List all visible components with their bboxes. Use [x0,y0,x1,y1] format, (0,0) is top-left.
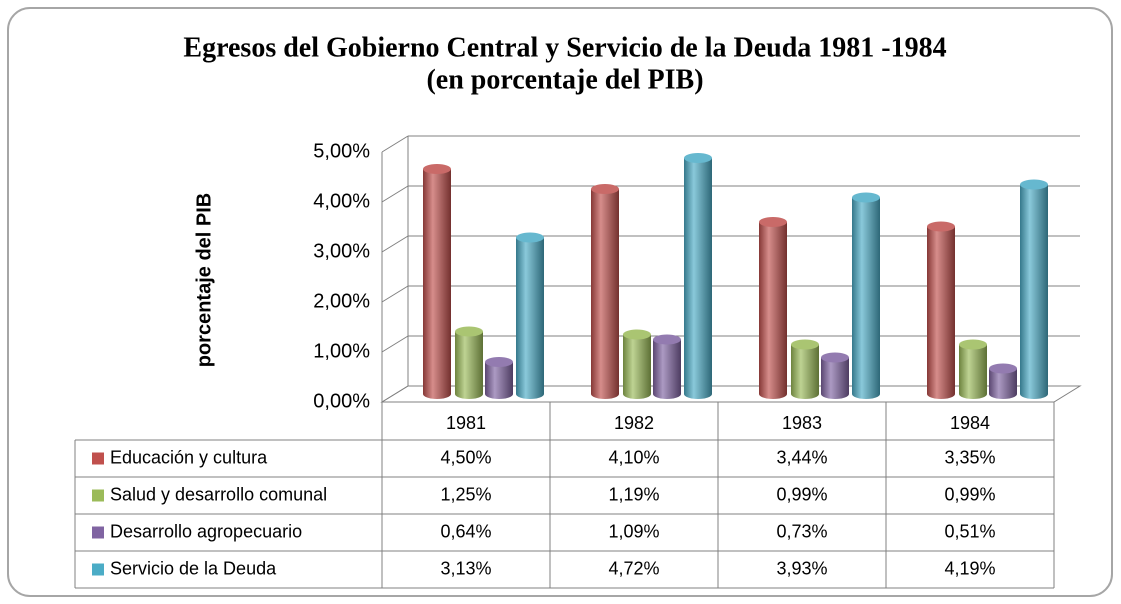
bar-body [684,158,712,394]
bar [623,329,651,399]
bar-body [927,226,955,394]
y-tick-label: 3,00% [313,240,370,262]
bar [653,334,681,399]
bar-top [821,352,849,363]
grid-line-side [381,385,409,403]
grid-line-side [381,285,409,303]
chart-title: Egresos del Gobierno Central y Servicio … [183,32,946,63]
legend-label: Desarrollo agropecuario [110,521,302,541]
bar-top [927,221,955,232]
grid-line-side [381,185,409,203]
bar-body [423,169,451,394]
x-tick-label: 1984 [950,413,990,433]
legend-swatch [92,563,104,576]
x-tick-label: 1981 [446,413,486,433]
data-label: 0,64% [440,521,491,541]
legend-swatch [92,526,104,539]
data-label: 1,09% [608,521,659,541]
data-label: 3,35% [944,447,995,467]
bar-body [455,331,483,394]
bar-top [989,363,1017,374]
bar [927,221,955,399]
grid-line-side [381,235,409,253]
bar [684,153,712,399]
bar [989,363,1017,399]
bar-top [455,326,483,337]
bar-body [759,222,787,394]
bar-top [485,357,513,367]
bar-top [684,153,712,163]
legend-label: Servicio de la Deuda [110,558,277,578]
bar [485,357,513,399]
data-label: 4,10% [608,447,659,467]
legend-swatch [92,452,104,465]
bar-body [959,344,987,394]
bar [1020,179,1048,399]
bar-top [591,184,619,194]
legend-swatch [92,489,104,502]
bar-top [516,232,544,243]
data-label: 4,50% [440,447,491,467]
bar [959,339,987,399]
bar [455,326,483,399]
data-label: 0,73% [776,521,827,541]
data-label: 1,25% [440,484,491,504]
y-tick-label: 0,00% [313,390,370,412]
bar-body [1020,184,1048,394]
bar-body [516,237,544,394]
y-tick-label: 4,00% [313,190,370,212]
bar-top [959,339,987,350]
bar-body [852,197,880,394]
chart-subtitle: (en porcentaje del PIB) [426,64,703,95]
data-label: 0,99% [776,484,827,504]
data-label: 0,99% [944,484,995,504]
grid-line-side [381,135,409,153]
bar [852,192,880,399]
chart-frame [7,7,1113,597]
bar [791,339,819,399]
bar [591,184,619,399]
x-tick-label: 1983 [782,413,822,433]
bar-top [623,329,651,340]
bar [821,352,849,399]
bar-body [591,189,619,394]
bar-body [485,362,513,394]
bar-top [852,192,880,203]
data-label: 3,13% [440,558,491,578]
y-tick-label: 5,00% [313,140,370,162]
bar-body [623,334,651,394]
bar-body [791,344,819,394]
bar-top [653,334,681,345]
bar-top [791,339,819,350]
x-tick-label: 1982 [614,413,654,433]
data-label: 3,44% [776,447,827,467]
data-label: 3,93% [776,558,827,578]
y-axis-label: porcentaje del PIB [193,193,215,368]
y-tick-label: 1,00% [313,340,370,362]
bar-body [821,357,849,394]
legend-label: Educación y cultura [110,447,268,467]
data-label: 4,19% [944,558,995,578]
bar-top [1020,179,1048,190]
y-tick-label: 2,00% [313,290,370,312]
data-label: 1,19% [608,484,659,504]
bar-top [423,164,451,174]
data-label: 4,72% [608,558,659,578]
grid-line-side [381,335,409,353]
bar [759,217,787,399]
bar-top [759,217,787,227]
bar-body [653,339,681,394]
bar [516,232,544,399]
legend-label: Salud y desarrollo comunal [110,484,327,504]
data-label: 0,51% [944,521,995,541]
bar [423,164,451,399]
